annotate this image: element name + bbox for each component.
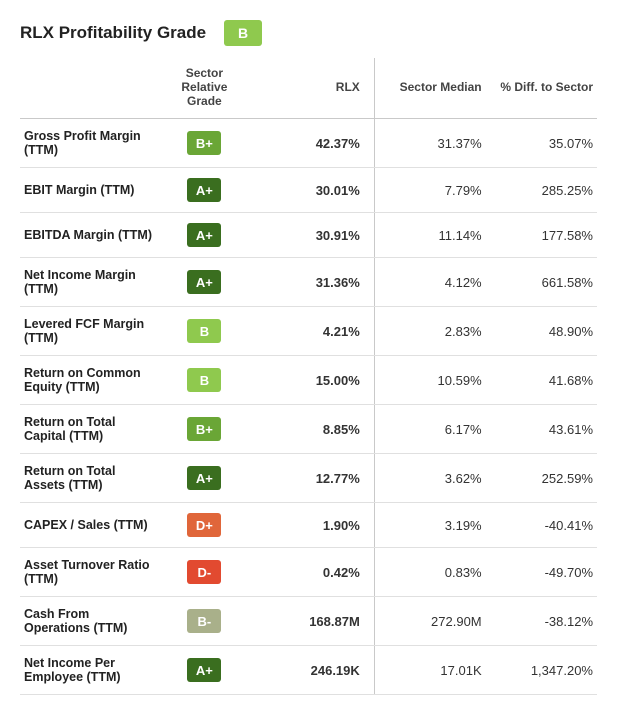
metric-name[interactable]: Levered FCF Margin (TTM)	[20, 307, 162, 356]
grade-cell: B	[162, 307, 273, 356]
rlx-value: 12.77%	[273, 454, 374, 503]
grade-badge: A+	[187, 178, 221, 202]
diff-value: -40.41%	[486, 503, 597, 548]
table-row: Return on Common Equity (TTM) B 15.00%10.5…	[20, 356, 597, 405]
profitability-table: Sector Relative Grade RLX Sector Median …	[20, 58, 597, 695]
rlx-value: 15.00%	[273, 356, 374, 405]
diff-value: 48.90%	[486, 307, 597, 356]
col-median: Sector Median	[374, 58, 485, 119]
grade-badge: B+	[187, 417, 221, 441]
median-value: 0.83%	[374, 548, 485, 597]
grade-cell: A+	[162, 454, 273, 503]
col-diff: % Diff. to Sector	[486, 58, 597, 119]
grade-badge: A+	[187, 223, 221, 247]
grade-cell: A+	[162, 213, 273, 258]
grade-cell: A+	[162, 168, 273, 213]
median-value: 10.59%	[374, 356, 485, 405]
table-row: CAPEX / Sales (TTM) D+ 1.90%3.19%-40.41%	[20, 503, 597, 548]
rlx-value: 42.37%	[273, 119, 374, 168]
grade-cell: A+	[162, 646, 273, 695]
grade-cell: B+	[162, 405, 273, 454]
diff-value: 43.61%	[486, 405, 597, 454]
grade-cell: B	[162, 356, 273, 405]
table-row: EBITDA Margin (TTM) A+ 30.91%11.14%177.58%	[20, 213, 597, 258]
metric-name[interactable]: Asset Turnover Ratio (TTM)	[20, 548, 162, 597]
diff-value: 41.68%	[486, 356, 597, 405]
grade-cell: B+	[162, 119, 273, 168]
diff-value: -49.70%	[486, 548, 597, 597]
median-value: 7.79%	[374, 168, 485, 213]
metric-name[interactable]: Net Income Per Employee (TTM)	[20, 646, 162, 695]
diff-value: 35.07%	[486, 119, 597, 168]
median-value: 11.14%	[374, 213, 485, 258]
col-grade: Sector Relative Grade	[162, 58, 273, 119]
grade-badge: D+	[187, 513, 221, 537]
table-header-row: Sector Relative Grade RLX Sector Median …	[20, 58, 597, 119]
metric-name[interactable]: Gross Profit Margin (TTM)	[20, 119, 162, 168]
median-value: 3.62%	[374, 454, 485, 503]
rlx-value: 31.36%	[273, 258, 374, 307]
col-metric	[20, 58, 162, 119]
table-row: EBIT Margin (TTM) A+ 30.01%7.79%285.25%	[20, 168, 597, 213]
rlx-value: 246.19K	[273, 646, 374, 695]
metric-name[interactable]: Return on Total Assets (TTM)	[20, 454, 162, 503]
page-title: RLX Profitability Grade	[20, 23, 206, 43]
median-value: 2.83%	[374, 307, 485, 356]
diff-value: 1,347.20%	[486, 646, 597, 695]
rlx-value: 30.01%	[273, 168, 374, 213]
table-row: Levered FCF Margin (TTM) B 4.21%2.83%48.90…	[20, 307, 597, 356]
median-value: 6.17%	[374, 405, 485, 454]
grade-badge: A+	[187, 658, 221, 682]
metric-name[interactable]: EBITDA Margin (TTM)	[20, 213, 162, 258]
header: RLX Profitability Grade B	[20, 20, 597, 46]
table-row: Net Income Per Employee (TTM) A+ 246.19K17…	[20, 646, 597, 695]
metric-name[interactable]: Net Income Margin (TTM)	[20, 258, 162, 307]
grade-badge: B	[187, 319, 221, 343]
table-row: Asset Turnover Ratio (TTM) D- 0.42%0.83%-4…	[20, 548, 597, 597]
table-row: Gross Profit Margin (TTM) B+ 42.37%31.37%3…	[20, 119, 597, 168]
grade-badge: A+	[187, 466, 221, 490]
rlx-value: 8.85%	[273, 405, 374, 454]
rlx-value: 1.90%	[273, 503, 374, 548]
grade-badge: B-	[187, 609, 221, 633]
metric-name[interactable]: Return on Common Equity (TTM)	[20, 356, 162, 405]
median-value: 17.01K	[374, 646, 485, 695]
grade-cell: D-	[162, 548, 273, 597]
grade-cell: D+	[162, 503, 273, 548]
grade-badge: A+	[187, 270, 221, 294]
diff-value: 177.58%	[486, 213, 597, 258]
median-value: 4.12%	[374, 258, 485, 307]
grade-cell: A+	[162, 258, 273, 307]
grade-badge: B	[187, 368, 221, 392]
diff-value: -38.12%	[486, 597, 597, 646]
grade-badge: B+	[187, 131, 221, 155]
rlx-value: 0.42%	[273, 548, 374, 597]
metric-name[interactable]: Return on Total Capital (TTM)	[20, 405, 162, 454]
grade-badge: D-	[187, 560, 221, 584]
col-rlx: RLX	[273, 58, 374, 119]
rlx-value: 30.91%	[273, 213, 374, 258]
median-value: 3.19%	[374, 503, 485, 548]
diff-value: 285.25%	[486, 168, 597, 213]
median-value: 31.37%	[374, 119, 485, 168]
rlx-value: 168.87M	[273, 597, 374, 646]
table-row: Cash From Operations (TTM) B- 168.87M272.9…	[20, 597, 597, 646]
metric-name[interactable]: EBIT Margin (TTM)	[20, 168, 162, 213]
overall-grade-badge: B	[224, 20, 262, 46]
diff-value: 661.58%	[486, 258, 597, 307]
table-row: Return on Total Assets (TTM) A+ 12.77%3.62…	[20, 454, 597, 503]
metric-name[interactable]: CAPEX / Sales (TTM)	[20, 503, 162, 548]
rlx-value: 4.21%	[273, 307, 374, 356]
median-value: 272.90M	[374, 597, 485, 646]
table-row: Net Income Margin (TTM) A+ 31.36%4.12%661.…	[20, 258, 597, 307]
table-row: Return on Total Capital (TTM) B+ 8.85%6.17…	[20, 405, 597, 454]
grade-cell: B-	[162, 597, 273, 646]
metric-name[interactable]: Cash From Operations (TTM)	[20, 597, 162, 646]
diff-value: 252.59%	[486, 454, 597, 503]
